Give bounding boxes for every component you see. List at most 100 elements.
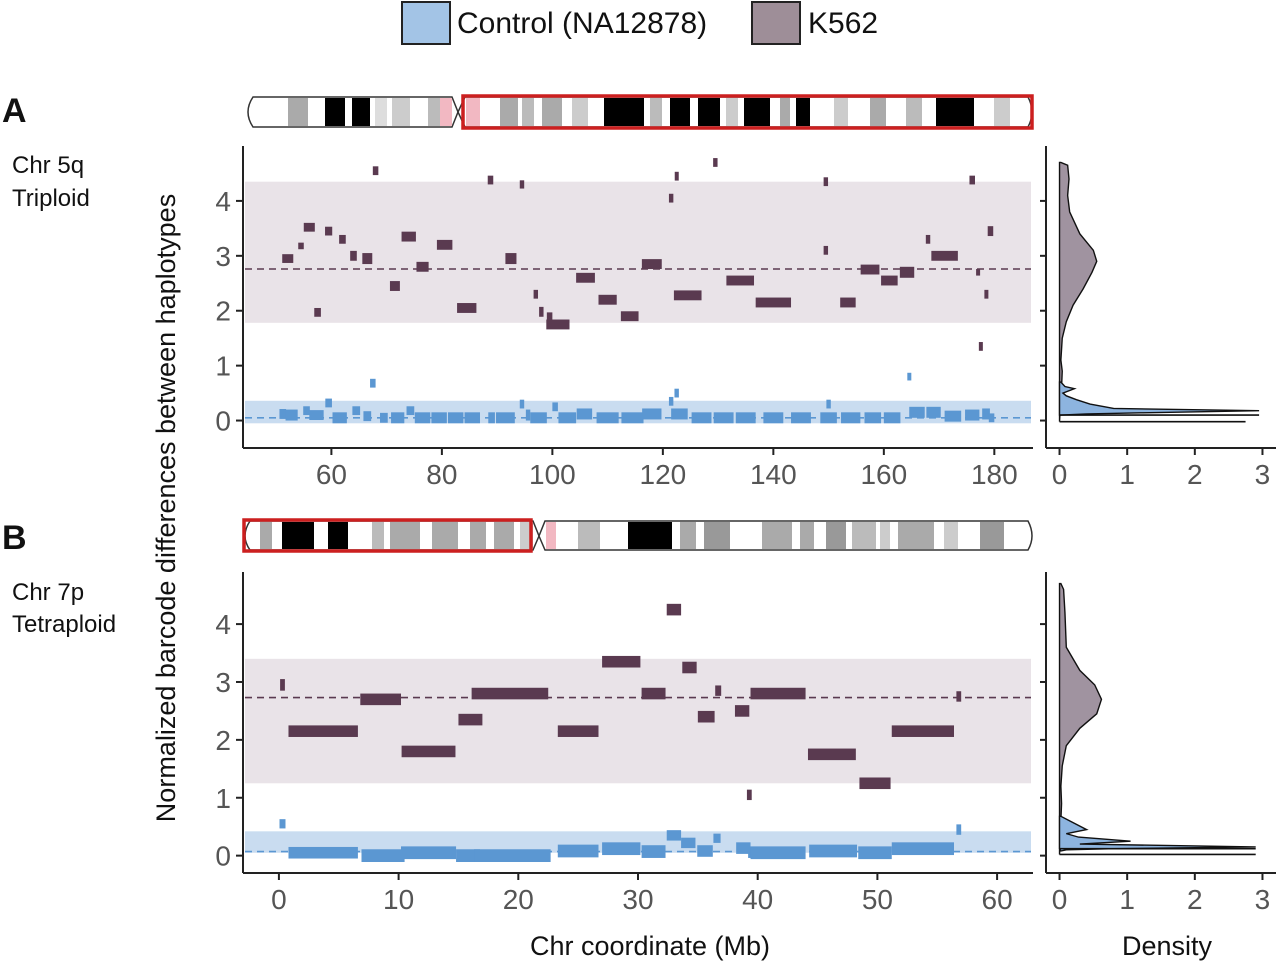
k562-segment bbox=[726, 275, 755, 286]
k562-segment bbox=[715, 685, 722, 696]
panel-letter-a: A bbox=[2, 92, 27, 130]
k562-segment bbox=[457, 303, 477, 313]
y-tick-label: 4 bbox=[215, 186, 231, 217]
k562-segment bbox=[925, 234, 931, 244]
control-segment bbox=[488, 412, 495, 424]
k562-segment bbox=[519, 180, 525, 189]
control-segment bbox=[791, 412, 811, 424]
k562-segment bbox=[602, 655, 641, 668]
control-segment bbox=[826, 399, 831, 409]
x-tick-label: 60 bbox=[982, 884, 1013, 915]
control-density-curve bbox=[1058, 381, 1260, 416]
k562-segment bbox=[682, 661, 697, 674]
panel-letter-b: B bbox=[2, 519, 27, 557]
control-segment bbox=[380, 412, 388, 423]
x-tick-label: 80 bbox=[426, 459, 457, 490]
density-x-tick-label: 2 bbox=[1187, 884, 1203, 915]
k562-segment bbox=[713, 158, 718, 167]
control-segment bbox=[944, 410, 962, 422]
k562-range-band bbox=[245, 658, 1031, 784]
k562-segment bbox=[401, 745, 456, 758]
k562-segment bbox=[546, 319, 570, 330]
control-segment bbox=[763, 412, 784, 424]
control-segment bbox=[907, 372, 912, 381]
control-segment bbox=[736, 842, 751, 854]
k562-segment bbox=[891, 725, 954, 737]
control-segment bbox=[926, 406, 941, 418]
panel-ploidy-label-b: Tetraploid bbox=[12, 611, 116, 638]
density-x-tick-label: 0 bbox=[1052, 884, 1068, 915]
control-segment bbox=[713, 412, 734, 424]
k562-segment bbox=[350, 250, 357, 261]
control-segment bbox=[965, 409, 980, 421]
x-tick-label: 180 bbox=[971, 459, 1018, 490]
x-tick-label: 40 bbox=[742, 884, 773, 915]
control-segment bbox=[401, 846, 457, 860]
k562-segment bbox=[360, 693, 401, 706]
control-segment bbox=[363, 411, 372, 422]
k562-segment bbox=[539, 306, 544, 317]
control-segment bbox=[697, 845, 713, 857]
k562-segment bbox=[458, 713, 483, 726]
control-segment bbox=[530, 412, 547, 424]
x-tick-label: 60 bbox=[316, 459, 347, 490]
control-segment bbox=[982, 408, 990, 420]
k562-segment bbox=[840, 297, 856, 308]
control-segment bbox=[713, 833, 721, 843]
panel-b-density-plot: 0 1 2 3 bbox=[1040, 572, 1276, 915]
x-tick-label: 30 bbox=[622, 884, 653, 915]
x-tick-label: 100 bbox=[529, 459, 576, 490]
y-tick-label: 3 bbox=[215, 667, 231, 698]
control-segment bbox=[809, 844, 858, 858]
k562-segment bbox=[557, 725, 599, 737]
control-segment bbox=[361, 849, 405, 863]
k562-segment bbox=[976, 268, 981, 276]
legend-label-control: Control (NA12878) bbox=[457, 7, 707, 40]
control-segment bbox=[288, 846, 358, 859]
k562-segment bbox=[436, 239, 453, 250]
k562-segment bbox=[750, 687, 806, 700]
control-segment bbox=[332, 412, 347, 424]
control-segment bbox=[883, 412, 901, 424]
k562-segment bbox=[576, 272, 595, 283]
control-segment bbox=[891, 842, 954, 856]
legend-label-k562: K562 bbox=[808, 7, 878, 40]
y-axis-label: Normalized barcode differences between h… bbox=[151, 194, 181, 822]
control-segment bbox=[352, 406, 361, 416]
control-segment bbox=[820, 412, 837, 424]
density-x-tick-label: 2 bbox=[1187, 459, 1203, 490]
k562-segment bbox=[339, 234, 346, 244]
k562-segment bbox=[807, 748, 856, 761]
density-x-tick-label: 1 bbox=[1119, 459, 1135, 490]
x-tick-label: 20 bbox=[503, 884, 534, 915]
k562-segment bbox=[823, 177, 829, 187]
k562-segment bbox=[298, 242, 304, 250]
k562-segment bbox=[987, 226, 994, 237]
control-segment bbox=[641, 845, 666, 858]
k562-segment bbox=[487, 175, 494, 185]
control-segment bbox=[988, 413, 995, 423]
density-x-tick-label: 3 bbox=[1255, 459, 1271, 490]
control-segment bbox=[279, 819, 286, 829]
control-segment bbox=[557, 844, 599, 858]
ideogram-chr7 bbox=[242, 518, 1033, 553]
k562-segment bbox=[362, 253, 373, 265]
control-segment bbox=[674, 388, 679, 398]
control-segment bbox=[671, 408, 688, 420]
control-segment bbox=[431, 412, 447, 424]
control-segment bbox=[414, 412, 431, 424]
k562-segment bbox=[746, 789, 752, 801]
y-tick-label: 4 bbox=[215, 609, 231, 640]
k562-segment bbox=[734, 705, 750, 717]
x-axis-label: Chr coordinate (Mb) bbox=[530, 931, 770, 961]
panel-a-main-plot: 0 1 2 3 4 60 80 100 120 140 160 180 bbox=[215, 146, 1033, 490]
control-segment bbox=[558, 412, 577, 424]
control-segment bbox=[309, 410, 324, 420]
k562-segment bbox=[282, 254, 294, 263]
y-tick-label: 1 bbox=[215, 783, 231, 814]
control-segment bbox=[602, 842, 641, 856]
control-segment bbox=[666, 830, 682, 841]
k562-segment bbox=[533, 289, 539, 299]
